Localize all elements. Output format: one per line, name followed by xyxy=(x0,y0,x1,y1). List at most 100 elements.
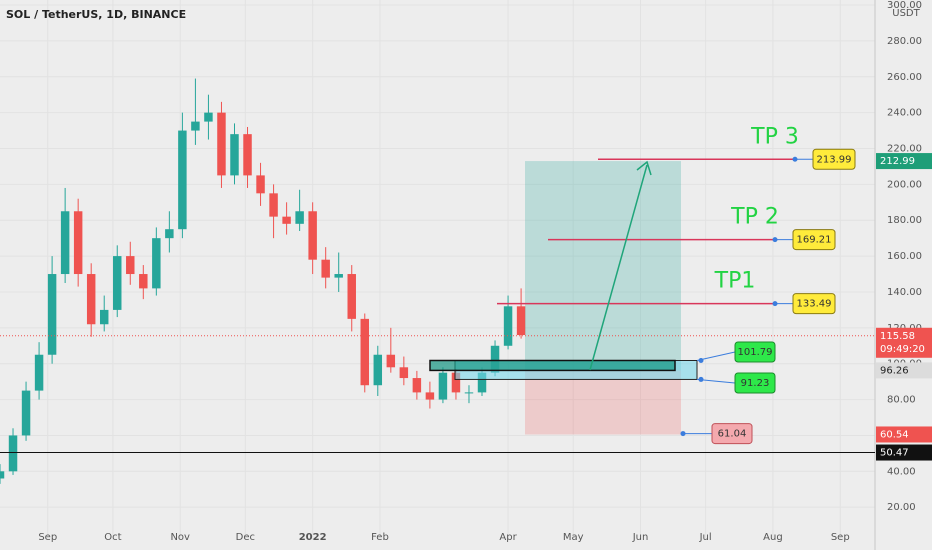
candle-body xyxy=(47,274,57,355)
level-tag xyxy=(812,148,856,170)
level-tag xyxy=(792,293,836,315)
anchor-dot xyxy=(698,357,704,363)
x-tick-label: May xyxy=(563,532,584,543)
x-tick-label: Aug xyxy=(763,532,783,543)
candle-body xyxy=(60,211,70,275)
anchor-dot xyxy=(772,237,778,243)
price-tag-label: 50.47 xyxy=(880,448,909,459)
y-tick-label: 280.00 xyxy=(887,36,922,47)
candle-body xyxy=(204,112,213,122)
price-tag-label: 60.54 xyxy=(880,429,909,440)
candle-body xyxy=(360,318,369,386)
x-tick-label: Sep xyxy=(831,532,850,543)
candle-body xyxy=(21,390,31,436)
candle-body xyxy=(412,378,422,393)
candle-body xyxy=(321,259,330,278)
chart-title: SOL / TetherUS, 1D, BINANCE xyxy=(6,8,186,21)
candle-body xyxy=(347,274,356,319)
candle-body xyxy=(282,216,291,224)
countdown: 09:49:20 xyxy=(880,344,925,355)
level-tag xyxy=(734,341,776,363)
candle-body xyxy=(308,211,317,260)
candle-body xyxy=(243,134,252,176)
target-name: TP1 xyxy=(714,269,756,294)
candle-body xyxy=(503,306,513,346)
arrow xyxy=(589,164,648,371)
candle-body xyxy=(34,354,44,391)
level-label: 101.79 xyxy=(738,347,773,358)
candle-body xyxy=(0,471,5,479)
x-tick-label: Nov xyxy=(170,532,190,543)
candle-body xyxy=(191,121,200,131)
loss-zone xyxy=(525,370,681,435)
candle-body xyxy=(438,372,448,400)
x-tick-label: Dec xyxy=(236,532,255,543)
price-tag xyxy=(876,426,932,443)
connector xyxy=(696,351,736,361)
y-tick-label: 200.00 xyxy=(887,179,922,190)
candle-body xyxy=(425,392,435,400)
axis-unit: USDT xyxy=(892,8,920,19)
y-tick-label: 80.00 xyxy=(887,395,916,406)
price-tag-label: 96.26 xyxy=(880,365,909,376)
candle-body xyxy=(516,306,526,336)
candle-body xyxy=(73,211,83,275)
target-name: TP 2 xyxy=(730,205,779,230)
price-tag xyxy=(876,362,932,379)
level-tag xyxy=(792,229,836,251)
level-label: 169.21 xyxy=(797,235,832,246)
candle-body xyxy=(451,372,461,393)
candle-body xyxy=(139,274,148,289)
candle-body xyxy=(217,112,226,176)
candle-body xyxy=(256,175,265,194)
candle-body xyxy=(386,354,396,368)
candle-body xyxy=(126,256,135,275)
candle-body xyxy=(8,435,18,472)
y-tick-label: 20.00 xyxy=(887,502,916,513)
level-label: 91.23 xyxy=(741,378,770,389)
candle-body xyxy=(373,354,383,386)
candle-body xyxy=(113,256,122,310)
candle-body xyxy=(152,238,161,289)
price-tag xyxy=(876,444,932,461)
candle-body xyxy=(477,372,487,393)
candle-body xyxy=(399,367,409,379)
price-tag-label: 212.99 xyxy=(880,156,915,167)
candle-body xyxy=(334,274,343,278)
x-tick-label: Feb xyxy=(371,532,389,543)
y-tick-label: 260.00 xyxy=(887,72,922,83)
level-label: 133.49 xyxy=(797,299,832,310)
profit-zone xyxy=(525,161,681,371)
x-tick-label: Oct xyxy=(104,532,121,543)
candle-body xyxy=(490,345,500,373)
x-tick-label: Jun xyxy=(632,532,649,543)
y-tick-label: 220.00 xyxy=(887,143,922,154)
x-tick-label: Jul xyxy=(699,532,712,543)
y-tick-label: 140.00 xyxy=(887,287,922,298)
y-tick-label: 40.00 xyxy=(887,466,916,477)
level-tag xyxy=(711,423,753,445)
x-tick-label: Sep xyxy=(38,532,57,543)
candle-body xyxy=(165,229,174,239)
entry-box xyxy=(429,359,676,372)
candle-body xyxy=(295,211,304,224)
target-name: TP 3 xyxy=(750,124,799,149)
y-tick-label: 240.00 xyxy=(887,108,922,119)
x-tick-label: 2022 xyxy=(299,532,327,543)
candle-body xyxy=(464,392,474,394)
level-label: 61.04 xyxy=(718,429,747,440)
anchor-dot xyxy=(792,156,798,162)
anchor-dot xyxy=(680,431,686,437)
arrow-head xyxy=(636,160,652,176)
candle-body xyxy=(99,309,109,325)
anchor-dot xyxy=(698,376,704,382)
x-tick-label: Apr xyxy=(499,532,517,543)
candle-body xyxy=(178,130,187,230)
price-tag-label: 115.58 xyxy=(880,331,915,342)
candle-body xyxy=(269,193,278,217)
candle-body xyxy=(230,134,239,176)
price-tag xyxy=(876,327,932,358)
level-label: 213.99 xyxy=(817,154,852,165)
candle-body xyxy=(86,274,96,325)
